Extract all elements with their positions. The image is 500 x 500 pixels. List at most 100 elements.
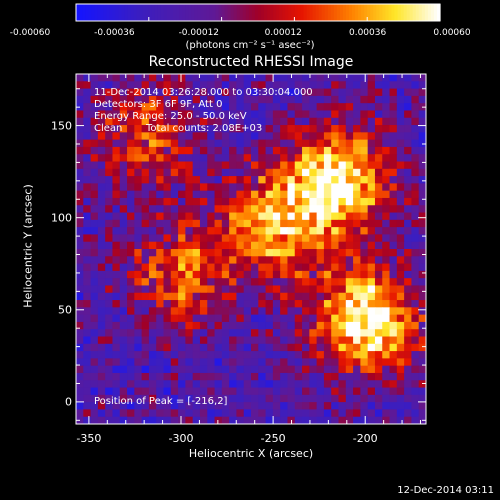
heatmap-cell xyxy=(229,402,237,410)
heatmap-cell xyxy=(207,307,216,316)
heatmap-cell xyxy=(374,329,383,337)
heatmap-cell xyxy=(214,88,223,97)
heatmap-cell xyxy=(280,321,288,330)
heatmap-cell xyxy=(338,409,347,418)
heatmap-cell xyxy=(331,372,339,381)
heatmap-cell xyxy=(331,329,339,337)
heatmap-cell xyxy=(265,263,274,272)
heatmap-cell xyxy=(105,372,113,381)
heatmap-cell xyxy=(185,125,194,133)
heatmap-cell xyxy=(90,146,99,155)
heatmap-cell xyxy=(367,365,376,374)
heatmap-cell xyxy=(148,278,157,286)
heatmap-cell xyxy=(105,81,113,90)
heatmap-cell xyxy=(83,154,92,162)
heatmap-cell xyxy=(236,190,245,199)
heatmap-cell xyxy=(323,343,332,352)
heatmap-cell xyxy=(309,343,318,352)
heatmap-cell xyxy=(243,132,252,141)
heatmap-cell xyxy=(251,197,259,206)
heatmap-cell xyxy=(134,234,143,243)
heatmap-cell xyxy=(265,336,274,345)
heatmap-cell xyxy=(199,270,208,279)
heatmap-cell xyxy=(323,74,332,82)
heatmap-cell xyxy=(170,219,179,228)
heatmap-cell xyxy=(338,117,347,126)
heatmap-cell xyxy=(156,88,164,97)
heatmap-cell xyxy=(345,263,354,272)
heatmap-cell xyxy=(287,409,296,418)
heatmap-cell xyxy=(287,336,296,345)
heatmap-cell xyxy=(418,300,427,308)
heatmap-cell xyxy=(207,234,216,243)
heatmap-cell xyxy=(163,219,172,228)
heatmap-cell xyxy=(119,154,128,162)
heatmap-cell xyxy=(170,146,179,155)
heatmap-cell xyxy=(207,197,216,206)
heatmap-cell xyxy=(396,292,405,301)
heatmap-cell xyxy=(338,278,347,286)
heatmap-cell xyxy=(251,387,259,396)
heatmap-cell xyxy=(287,117,296,126)
heatmap-cell xyxy=(353,234,361,243)
heatmap-cell xyxy=(418,197,427,206)
heatmap-cell xyxy=(294,190,303,199)
heatmap-cell xyxy=(360,351,369,359)
heatmap-cell xyxy=(178,146,186,155)
heatmap-cell xyxy=(309,416,318,425)
heatmap-cell xyxy=(105,95,113,104)
heatmap-cell xyxy=(353,146,361,155)
heatmap-cell xyxy=(156,219,164,228)
heatmap-cell xyxy=(141,256,150,265)
heatmap-cell xyxy=(199,154,208,162)
heatmap-cell xyxy=(404,110,412,119)
heatmap-cell xyxy=(411,197,420,206)
heatmap-cell xyxy=(105,197,113,206)
heatmap-cell xyxy=(251,168,259,177)
heatmap-cell xyxy=(214,125,223,133)
heatmap-cell xyxy=(396,336,405,345)
heatmap-cell xyxy=(265,197,274,206)
heatmap-cell xyxy=(112,139,121,148)
heatmap-cell xyxy=(207,241,216,250)
heatmap-cell xyxy=(112,154,121,162)
heatmap-cell xyxy=(287,190,296,199)
heatmap-cell xyxy=(367,249,376,257)
heatmap-cell xyxy=(178,190,186,199)
heatmap-cell xyxy=(316,358,325,367)
heatmap-cell xyxy=(411,285,420,294)
heatmap-cell xyxy=(163,227,172,235)
heatmap-cell xyxy=(323,292,332,301)
heatmap-cell xyxy=(374,380,383,389)
heatmap-cell xyxy=(76,95,84,104)
heatmap-cell xyxy=(280,358,288,367)
heatmap-cell xyxy=(360,292,369,301)
heatmap-cell xyxy=(97,351,106,359)
heatmap-cell xyxy=(148,394,157,403)
heatmap-cell xyxy=(134,95,143,104)
heatmap-cell xyxy=(360,234,369,243)
heatmap-cell xyxy=(360,197,369,206)
heatmap-cell xyxy=(156,394,164,403)
heatmap-cell xyxy=(331,249,339,257)
heatmap-cell xyxy=(119,307,128,316)
heatmap-cell xyxy=(411,95,420,104)
heatmap-cell xyxy=(411,380,420,389)
heatmap-cell xyxy=(360,205,369,214)
heatmap-cell xyxy=(251,329,259,337)
heatmap-cell xyxy=(134,132,143,141)
heatmap-cell xyxy=(199,380,208,389)
heatmap-cell xyxy=(258,278,267,286)
heatmap-cell xyxy=(345,132,354,141)
heatmap-cell xyxy=(83,321,92,330)
heatmap-cell xyxy=(112,249,121,257)
heatmap-cell xyxy=(221,168,230,177)
heatmap-cell xyxy=(221,212,230,221)
heatmap-cell xyxy=(287,380,296,389)
heatmap-cell xyxy=(214,256,223,265)
heatmap-cell xyxy=(309,117,318,126)
heatmap-cell xyxy=(367,117,376,126)
heatmap-cell xyxy=(360,249,369,257)
heatmap-cell xyxy=(199,161,208,170)
heatmap-cell xyxy=(360,409,369,418)
